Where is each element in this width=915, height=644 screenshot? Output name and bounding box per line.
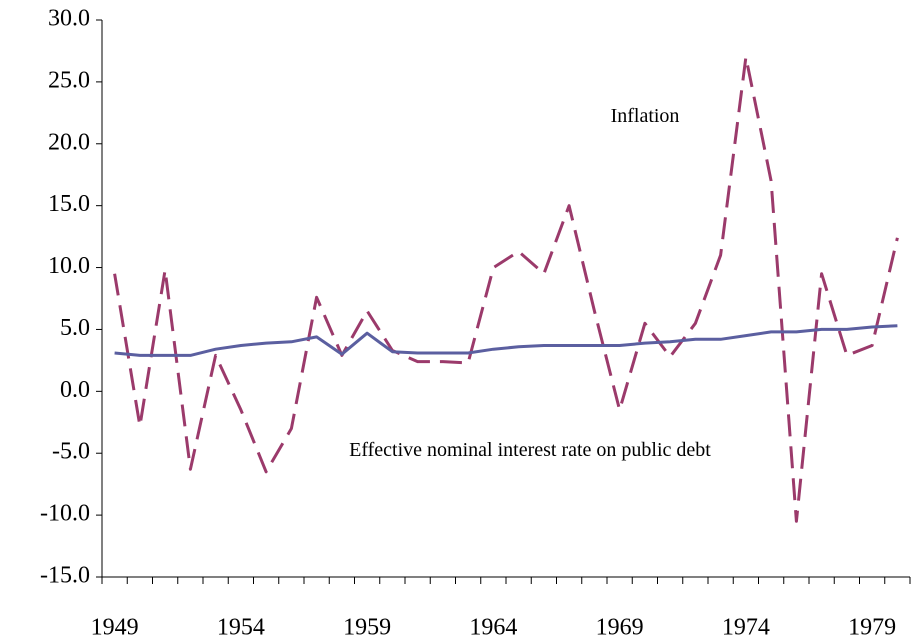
y-tick-label: 30.0 [48,6,90,32]
x-tick-label: 1974 [722,615,770,641]
y-tick-label: 5.0 [60,315,90,341]
x-tick-label: 1969 [596,615,644,641]
y-tick-label: 0.0 [60,377,90,403]
x-tick-label: 1959 [343,615,391,641]
x-tick-label: 1964 [469,615,517,641]
x-tick-label: 1954 [217,615,265,641]
x-tick-label: 1979 [848,615,896,641]
x-tick-label: 1949 [91,615,139,641]
series-annotation: Effective nominal interest rate on publi… [349,439,711,461]
y-tick-label: 10.0 [48,253,90,279]
series-annotation: Inflation [610,105,680,127]
y-tick-label: -10.0 [40,501,90,527]
y-tick-label: -5.0 [52,439,90,465]
y-tick-label: 25.0 [48,67,90,93]
y-tick-label: 20.0 [48,129,90,155]
line-series [114,324,898,357]
y-tick-label: -15.0 [40,563,90,589]
line-series [113,55,899,523]
y-tick-label: 15.0 [48,191,90,217]
